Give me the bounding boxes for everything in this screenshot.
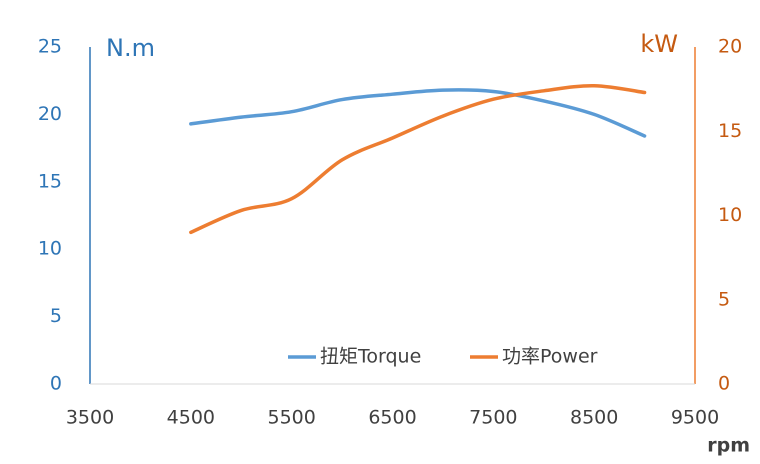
line-series bbox=[189, 88, 647, 138]
y2-tick-label: 0 bbox=[718, 373, 730, 395]
y-tick-label: 20 bbox=[38, 103, 62, 125]
y-tick-label: 0 bbox=[50, 373, 62, 395]
y-axis-label: N.m bbox=[106, 34, 155, 62]
x-tick-label: 4500 bbox=[167, 407, 215, 429]
x-tick-label: 7500 bbox=[469, 407, 517, 429]
x-tick-label: 5500 bbox=[267, 407, 315, 429]
x-tick-label: 8500 bbox=[570, 407, 618, 429]
line-series bbox=[189, 84, 647, 235]
legend-label: 扭矩Torque bbox=[320, 346, 421, 368]
x-axis-label: rpm bbox=[707, 435, 750, 457]
y-tick-label: 10 bbox=[38, 238, 62, 260]
x-tick-label: 3500 bbox=[66, 407, 114, 429]
x-tick-label: 9500 bbox=[671, 407, 719, 429]
y2-tick-label: 10 bbox=[718, 204, 742, 226]
y-tick-label: 15 bbox=[38, 170, 62, 192]
legend-label: 功率Power bbox=[502, 346, 598, 368]
y2-tick-label: 20 bbox=[718, 36, 742, 58]
y2-axis-label: kW bbox=[640, 30, 678, 58]
y2-tick-label: 5 bbox=[718, 288, 730, 310]
y2-tick-label: 15 bbox=[718, 120, 742, 142]
y-tick-label: 25 bbox=[38, 36, 62, 58]
y-tick-label: 5 bbox=[50, 305, 62, 327]
x-tick-label: 6500 bbox=[368, 407, 416, 429]
